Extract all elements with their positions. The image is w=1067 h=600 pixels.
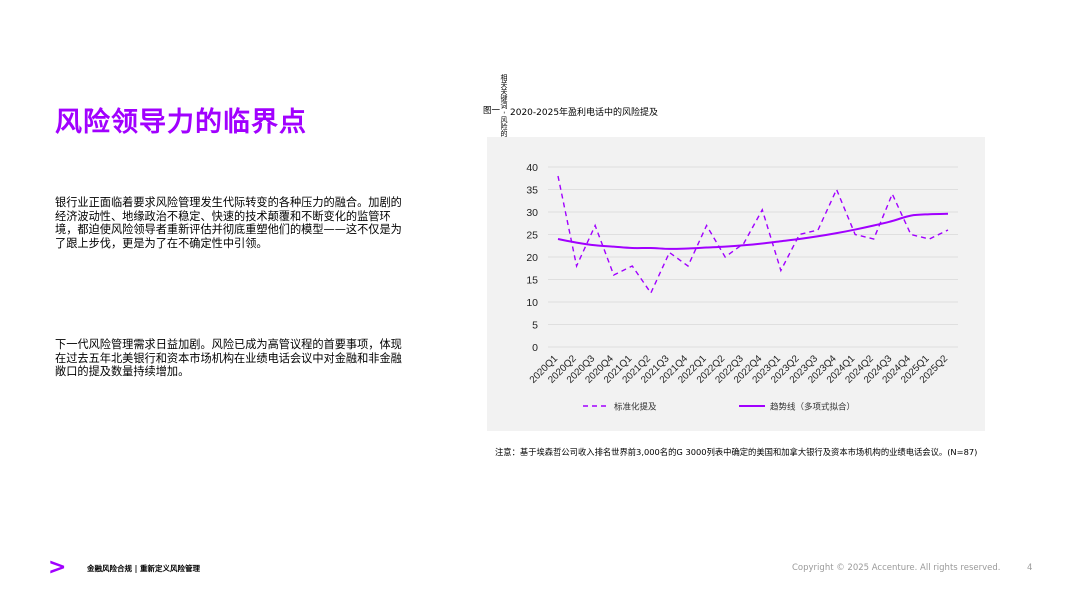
series-layer (557, 175, 949, 295)
y-tick-label: 0 (532, 342, 538, 354)
legend: 标准化提及 趋势线（多项式拟合） (583, 402, 855, 413)
trend-line (557, 212, 949, 250)
summary-paragraph: 下一代风险管理需求日益加剧。风险已成为高管议程的首要事项，体现在过去五年北美银行… (55, 338, 402, 378)
y-tick-label: 25 (526, 230, 538, 242)
y-tick-label: 35 (526, 185, 538, 197)
footer-title: 金融风险合规 | 重新定义风险管理 (87, 564, 200, 573)
y-tick-label: 5 (532, 320, 538, 332)
figure-label: 图一 (483, 106, 501, 116)
legend-label: 趋势线（多项式拟合） (770, 402, 855, 413)
legend-label: 标准化提及 (614, 402, 657, 413)
grid-layer (548, 166, 958, 348)
y-axis-label: 相关关键词 - 风险的标准化提及 (500, 74, 508, 172)
y-tick-labels: 0 5 10 15 20 25 30 35 40 (526, 162, 538, 354)
figure-note: 注意：基于埃森哲公司收入排名世界前3,000名的G 3000列表中确定的美国和加… (495, 447, 978, 457)
intro-paragraph: 银行业正面临着要求风险管理发生代际转变的各种压力的融合。加剧的经济波动性、地缘政… (55, 196, 402, 250)
y-tick-label: 40 (526, 162, 538, 174)
footer-copyright: Copyright © 2025 Accenture. All rights r… (792, 563, 1001, 573)
line-chart: 0 5 10 15 20 25 30 35 40 2020Q12020Q22020Q32020Q… (526, 162, 958, 413)
y-tick-label: 10 (526, 297, 538, 309)
mentions-line (557, 175, 949, 295)
page-title: 风险领导力的临界点 (55, 107, 307, 138)
y-tick-label: 30 (526, 207, 538, 219)
x-tick-labels: 2020Q12020Q22020Q32020Q42021Q12021Q22021… (528, 353, 950, 386)
accenture-logo-icon: > (48, 555, 67, 580)
page-number: 4 (1027, 563, 1033, 573)
figure-title: 2020-2025年盈利电话中的风险提及 (510, 108, 659, 118)
chart-panel (487, 137, 985, 431)
y-tick-label: 15 (526, 275, 538, 287)
y-tick-label: 20 (526, 252, 538, 264)
